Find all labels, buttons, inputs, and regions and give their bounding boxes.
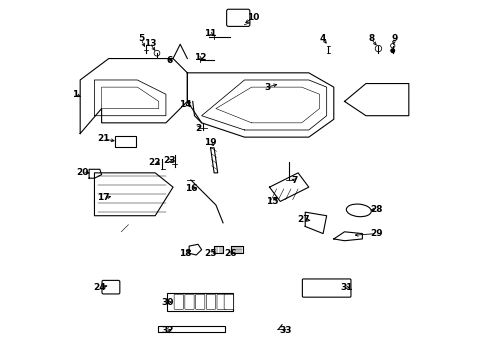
- Text: 26: 26: [224, 249, 236, 258]
- Text: 20: 20: [76, 168, 88, 177]
- FancyBboxPatch shape: [115, 136, 136, 147]
- FancyBboxPatch shape: [184, 294, 194, 309]
- Ellipse shape: [346, 204, 370, 217]
- Text: 19: 19: [204, 138, 217, 147]
- FancyBboxPatch shape: [224, 294, 233, 309]
- Text: 29: 29: [369, 229, 382, 238]
- Text: 24: 24: [93, 283, 106, 292]
- Text: 7: 7: [291, 176, 297, 185]
- FancyBboxPatch shape: [226, 9, 249, 26]
- Text: 18: 18: [179, 249, 191, 258]
- Text: 32: 32: [161, 325, 174, 334]
- FancyBboxPatch shape: [206, 294, 215, 309]
- Text: 1: 1: [72, 90, 78, 99]
- Text: 12: 12: [193, 53, 205, 62]
- FancyBboxPatch shape: [174, 294, 183, 309]
- Text: 17: 17: [97, 193, 109, 202]
- Text: 2: 2: [195, 124, 201, 133]
- Circle shape: [389, 48, 394, 53]
- Text: 15: 15: [265, 197, 278, 206]
- Text: 28: 28: [370, 205, 382, 214]
- Text: 11: 11: [204, 29, 216, 38]
- Text: 3: 3: [264, 83, 270, 92]
- Text: 22: 22: [148, 158, 161, 167]
- FancyBboxPatch shape: [195, 294, 204, 309]
- Text: 30: 30: [161, 298, 174, 307]
- FancyBboxPatch shape: [217, 294, 226, 309]
- FancyBboxPatch shape: [166, 293, 232, 311]
- Text: 4: 4: [319, 35, 325, 44]
- FancyBboxPatch shape: [102, 280, 120, 294]
- Text: 23: 23: [163, 156, 175, 165]
- Text: 9: 9: [390, 34, 397, 43]
- Text: 14: 14: [179, 100, 191, 109]
- Text: 5: 5: [138, 35, 144, 44]
- Text: 10: 10: [247, 13, 259, 22]
- Text: 33: 33: [279, 326, 291, 335]
- Text: 21: 21: [97, 134, 109, 143]
- Text: 13: 13: [143, 39, 156, 48]
- FancyBboxPatch shape: [158, 326, 225, 332]
- Text: 6: 6: [166, 56, 172, 65]
- FancyBboxPatch shape: [302, 279, 350, 297]
- Text: 8: 8: [367, 35, 374, 44]
- Text: 16: 16: [184, 184, 197, 193]
- Text: 25: 25: [204, 249, 216, 258]
- Text: 31: 31: [339, 283, 352, 292]
- Text: 27: 27: [297, 215, 309, 224]
